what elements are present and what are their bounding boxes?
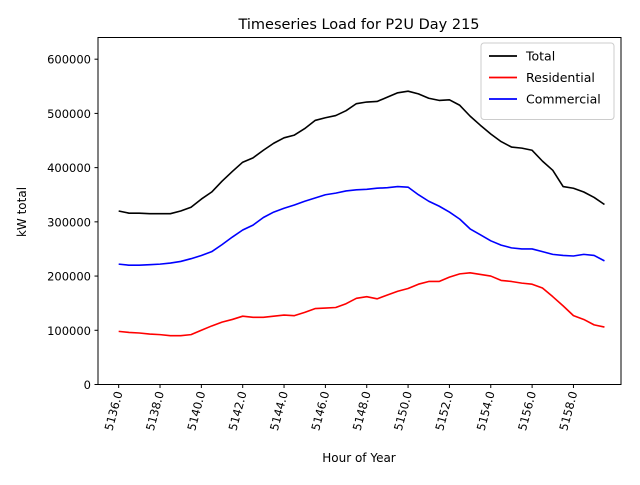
legend-label-commercial: Commercial: [526, 92, 601, 107]
y-tick-label: 500000: [47, 107, 91, 121]
legend-label-total: Total: [525, 49, 555, 64]
legend: Total Residential Commercial: [480, 42, 615, 120]
legend-label-residential: Residential: [526, 70, 595, 85]
plot-area: [118, 90, 605, 337]
y-axis: 0 100000 200000 300000 400000 500000 600000: [47, 53, 98, 392]
y-tick-label: 200000: [47, 270, 91, 284]
series-line-commercial: [118, 185, 605, 267]
y-tick-label: 400000: [47, 161, 91, 175]
chart-title: Timeseries Load for P2U Day 215: [237, 17, 479, 33]
series-line-total: [118, 90, 605, 215]
y-tick-label: 0: [84, 378, 91, 392]
series-line-residential: [118, 272, 605, 337]
legend-box: [480, 42, 615, 120]
plot-frame: [97, 37, 622, 385]
y-axis-label: kW total: [15, 187, 29, 237]
y-tick-label: 600000: [47, 53, 91, 67]
x-axis-label: Hour of Year: [322, 451, 396, 465]
y-tick-label: 100000: [47, 324, 91, 338]
y-tick-label: 300000: [47, 215, 91, 229]
